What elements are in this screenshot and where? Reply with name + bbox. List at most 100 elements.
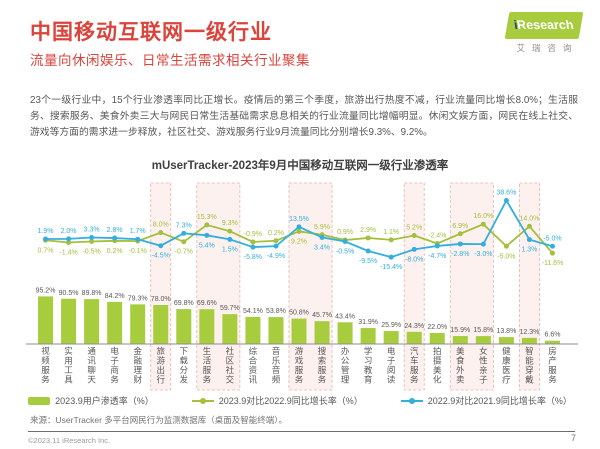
legend-item-yoy-2022: 2022.9对比2021.9同比增长率（%） <box>400 394 572 407</box>
line-point <box>158 243 164 249</box>
bar-value-label: 6.6% <box>544 332 560 339</box>
category-label: 房产服务 <box>548 346 557 385</box>
line-value-label: 0.9% <box>337 229 353 236</box>
bar <box>291 318 307 344</box>
line-value-label: -0.1% <box>129 248 147 255</box>
logo-brand-text: Research <box>516 18 576 32</box>
bar <box>61 298 77 344</box>
category-label: 智能穿戴 <box>525 346 534 385</box>
line-point <box>227 236 233 242</box>
line-point <box>66 236 72 242</box>
bar-swatch-icon <box>28 396 51 405</box>
bar-value-label: 59.7% <box>220 305 240 312</box>
line-point <box>204 222 210 228</box>
bar <box>84 299 100 344</box>
bar-value-label: 12.3% <box>520 329 540 336</box>
line-value-label: 9.3% <box>222 220 238 227</box>
line-point <box>411 233 417 239</box>
line-value-label: 3.4% <box>314 244 330 251</box>
line-point <box>273 238 279 244</box>
legend-item-yoy-2023: 2023.9对比2022.9同比增长率（%） <box>191 394 363 407</box>
line-value-label: 5.4% <box>199 242 215 249</box>
bar-value-label: 79.3% <box>128 295 148 302</box>
bar <box>314 321 330 344</box>
line-point <box>296 224 302 230</box>
line-value-label: 1.1% <box>383 229 399 236</box>
bar <box>360 328 376 344</box>
category-label: 旅游出行 <box>156 346 165 385</box>
penetration-chart: 95.2% 90.5% 89.8% 84.2% 79.3% 78.0%69.8% 69.6%… <box>26 182 578 391</box>
iresearch-logo: iResearch 艾瑞咨询 <box>504 12 584 54</box>
category-label: 女性亲子 <box>479 346 488 385</box>
line-point <box>480 221 486 227</box>
bar-value-label: 22.0% <box>427 324 447 331</box>
line-value-label: -8.0% <box>405 256 423 263</box>
line-point <box>457 231 463 237</box>
bar <box>245 316 261 344</box>
bar-value-label: 15.9% <box>450 327 470 334</box>
line-point <box>480 241 486 247</box>
bar-value-label: 54.1% <box>243 308 263 315</box>
line-point <box>457 241 463 247</box>
bar-value-label: 69.6% <box>197 300 217 307</box>
line-value-label: 9.2% <box>291 238 307 245</box>
line-point <box>204 232 210 238</box>
bar-value-label: 89.8% <box>82 290 102 297</box>
line-value-label: 16.0% <box>473 213 493 220</box>
category-label: 综合资讯 <box>249 346 258 385</box>
blue-line-swatch-icon <box>400 397 423 405</box>
line-point <box>411 246 417 252</box>
line-value-label: 15.3% <box>197 214 217 221</box>
line-point <box>227 228 233 234</box>
bar-value-label: 43.4% <box>335 313 355 320</box>
line-value-label: -4.9% <box>267 253 285 260</box>
source-note: 来源：UserTracker 多平台网民行为监测数据库（桌面及智能终端）。 <box>30 415 288 425</box>
category-label: 拍摄美化 <box>433 346 442 385</box>
bar <box>475 336 491 344</box>
line-point <box>250 244 256 250</box>
bar <box>521 337 537 344</box>
line-value-label: -5.0% <box>497 253 515 260</box>
line-value-label: -5.8% <box>244 254 262 261</box>
bar <box>406 331 422 344</box>
line-value-label: 1.9% <box>38 228 54 235</box>
line-value-label: 1.7% <box>130 228 146 235</box>
line-value-label: 2.0% <box>61 228 77 235</box>
category-label: 通讯聊天 <box>87 346 96 385</box>
line-value-label: 0.2% <box>268 230 284 237</box>
line-point <box>89 239 95 245</box>
line-value-label: -0.5% <box>336 249 354 256</box>
line-value-label: -2.4% <box>428 233 446 240</box>
bar-value-label: 69.8% <box>174 300 194 307</box>
line-value-label: 6.9% <box>452 223 468 230</box>
chart-legend: 2023.9用户渗透率（%） 2023.9对比2022.9同比增长率（%） 20… <box>0 394 600 407</box>
line-point <box>319 234 325 240</box>
line-point <box>434 243 440 249</box>
legend-item-penetration: 2023.9用户渗透率（%） <box>28 394 154 407</box>
line-value-label: -9.5% <box>359 258 377 265</box>
bar-value-label: 84.2% <box>105 293 125 300</box>
highlight-band <box>449 182 494 391</box>
bar-value-label: 25.9% <box>381 322 401 329</box>
line-point <box>89 235 95 241</box>
highlight-band <box>196 182 241 391</box>
category-label: 社区社交 <box>226 346 235 385</box>
line-value-label: -0.7% <box>175 249 193 256</box>
line-point <box>549 250 555 256</box>
line-value-label: 1.3% <box>521 247 537 254</box>
category-label: 金融理财 <box>133 346 142 385</box>
category-label: 健康医疗 <box>502 346 511 385</box>
category-label: 视频服务 <box>41 346 50 385</box>
line-value-label: 2.9% <box>360 227 376 234</box>
bar <box>107 301 123 344</box>
line-point <box>112 235 118 241</box>
bar <box>130 304 146 344</box>
line-value-label: -3.0% <box>474 251 492 258</box>
line-point <box>296 228 302 234</box>
line-point <box>342 239 348 245</box>
footer-divider <box>28 431 575 432</box>
line-value-label: 38.6% <box>496 189 516 196</box>
line-value-label: -5.0% <box>543 235 561 242</box>
bar <box>199 309 215 344</box>
